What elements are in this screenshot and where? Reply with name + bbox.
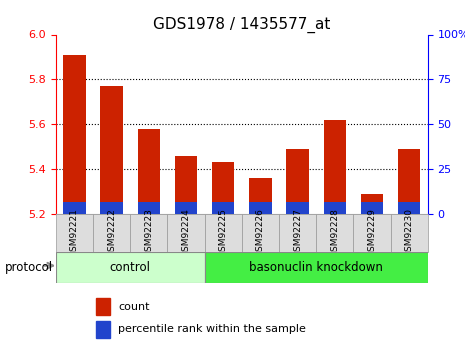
Bar [96, 321, 110, 338]
Bar [398, 201, 420, 214]
Bar [138, 201, 160, 214]
FancyBboxPatch shape [93, 214, 130, 252]
Text: GSM92222: GSM92222 [107, 208, 116, 257]
Bar [63, 201, 86, 214]
FancyBboxPatch shape [242, 214, 279, 252]
Text: protocol: protocol [5, 261, 53, 274]
FancyBboxPatch shape [56, 214, 93, 252]
FancyBboxPatch shape [205, 252, 428, 283]
FancyBboxPatch shape [353, 214, 391, 252]
FancyBboxPatch shape [391, 214, 428, 252]
Bar [361, 194, 383, 214]
Bar [286, 149, 309, 214]
Bar [212, 201, 234, 214]
Text: GSM92225: GSM92225 [219, 208, 228, 257]
Bar [324, 120, 346, 214]
Bar [398, 149, 420, 214]
Bar [96, 298, 110, 315]
FancyBboxPatch shape [167, 214, 205, 252]
Bar [63, 55, 86, 214]
Text: GSM92221: GSM92221 [70, 208, 79, 257]
Text: GSM92229: GSM92229 [367, 208, 377, 257]
Text: GSM92230: GSM92230 [405, 208, 414, 257]
Text: GSM92223: GSM92223 [144, 208, 153, 257]
FancyBboxPatch shape [56, 252, 205, 283]
Bar [100, 86, 123, 214]
Bar [100, 201, 123, 214]
Bar [324, 201, 346, 214]
Text: percentile rank within the sample: percentile rank within the sample [118, 325, 306, 334]
Bar [249, 201, 272, 214]
Text: GSM92226: GSM92226 [256, 208, 265, 257]
Bar [175, 156, 197, 214]
FancyBboxPatch shape [316, 214, 353, 252]
Text: GSM92227: GSM92227 [293, 208, 302, 257]
Text: GSM92228: GSM92228 [330, 208, 339, 257]
FancyBboxPatch shape [205, 214, 242, 252]
Text: count: count [118, 302, 150, 312]
Text: control: control [110, 261, 151, 274]
Bar [286, 201, 309, 214]
Text: basonuclin knockdown: basonuclin knockdown [249, 261, 383, 274]
Title: GDS1978 / 1435577_at: GDS1978 / 1435577_at [153, 17, 331, 33]
Bar [361, 201, 383, 214]
Bar [249, 178, 272, 214]
Bar [138, 129, 160, 214]
Bar [212, 162, 234, 214]
Text: GSM92224: GSM92224 [181, 208, 191, 257]
FancyBboxPatch shape [279, 214, 316, 252]
Bar [175, 201, 197, 214]
FancyBboxPatch shape [130, 214, 167, 252]
